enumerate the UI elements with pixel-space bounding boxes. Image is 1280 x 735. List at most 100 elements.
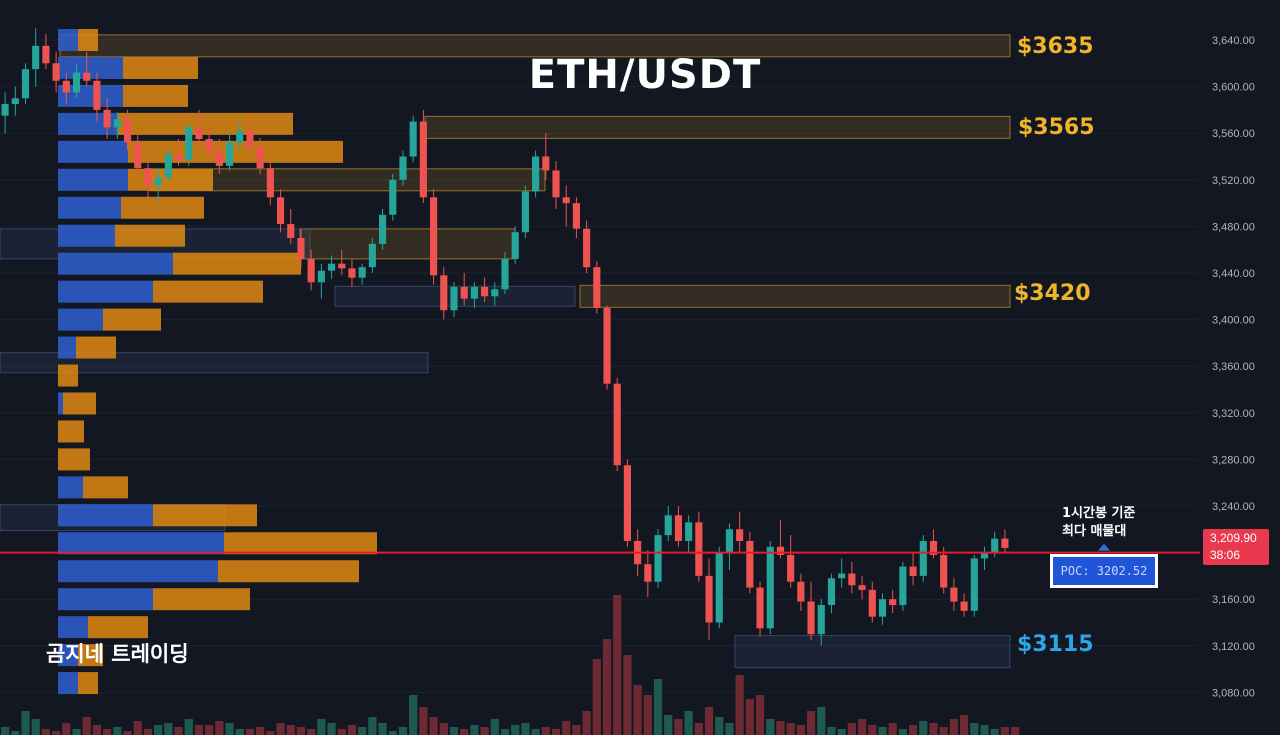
volume-bar bbox=[796, 725, 805, 735]
candle-body bbox=[899, 566, 907, 606]
profile-buy-bar bbox=[58, 672, 78, 695]
volume-bar bbox=[847, 723, 856, 735]
volume-bar bbox=[837, 729, 846, 735]
level-label-3420: $3420 bbox=[1014, 281, 1091, 306]
poc-note-line1: 1시간봉 기준 bbox=[1062, 506, 1136, 521]
candle-body bbox=[409, 121, 417, 157]
candle-body bbox=[287, 224, 295, 239]
volume-bar bbox=[154, 725, 163, 735]
volume-bar bbox=[500, 729, 510, 735]
candle-body bbox=[11, 98, 19, 105]
candle-body bbox=[225, 142, 234, 166]
volume-bar bbox=[694, 723, 703, 735]
price-tick-label: 3,120.00 bbox=[1212, 641, 1255, 653]
volume-bar bbox=[266, 731, 275, 735]
volume-bar bbox=[704, 707, 714, 735]
candle-body bbox=[276, 197, 285, 225]
price-tick-label: 3,440.00 bbox=[1212, 268, 1255, 280]
candle-body bbox=[297, 238, 305, 260]
volume-bar bbox=[1000, 727, 1009, 735]
poc-marker bbox=[1098, 543, 1110, 551]
volume-bar bbox=[745, 699, 754, 735]
volume-bar bbox=[1, 727, 10, 735]
volume-bar bbox=[725, 723, 734, 735]
candle-body bbox=[174, 154, 183, 160]
volume-bar bbox=[429, 717, 438, 735]
profile-buy-bar bbox=[58, 476, 83, 499]
level-label-3635: $3635 bbox=[1017, 34, 1094, 59]
candle-body bbox=[195, 127, 203, 140]
volume-bar bbox=[31, 719, 40, 735]
volume-bar bbox=[378, 723, 387, 735]
candle-countdown: 38:06 bbox=[1210, 548, 1241, 562]
candle-body bbox=[470, 286, 478, 299]
volume-bar bbox=[21, 711, 30, 735]
profile-buy-bar bbox=[58, 616, 88, 639]
volume-bar bbox=[337, 729, 346, 735]
volume-bar bbox=[592, 659, 601, 735]
candle-body bbox=[52, 63, 60, 81]
volume-bar bbox=[735, 675, 744, 735]
candle-body bbox=[664, 515, 672, 536]
volume-bar bbox=[235, 729, 244, 735]
candle-body bbox=[980, 552, 989, 559]
candle-body bbox=[736, 529, 744, 541]
poc-note: 1시간봉 기준 최다 매물대 bbox=[1062, 505, 1182, 541]
price-tick-label: 3,600.00 bbox=[1212, 82, 1255, 94]
candle-body bbox=[266, 168, 274, 198]
volume-bar bbox=[1011, 727, 1020, 735]
price-tick-label: 3,400.00 bbox=[1212, 315, 1255, 327]
volume-bar bbox=[296, 727, 306, 735]
volume-bar bbox=[245, 729, 255, 735]
profile-buy-bar bbox=[58, 308, 103, 331]
profile-buy-bar bbox=[58, 392, 63, 415]
candle-body bbox=[695, 522, 703, 576]
price-tick-label: 3,640.00 bbox=[1212, 35, 1255, 47]
profile-buy-bar bbox=[58, 140, 128, 163]
candle-body bbox=[256, 147, 264, 169]
candle-body bbox=[654, 535, 662, 582]
candle-body bbox=[379, 214, 387, 244]
volume-bar bbox=[827, 727, 836, 735]
profile-buy-bar bbox=[58, 224, 115, 247]
candle-body bbox=[307, 259, 315, 283]
candle-body bbox=[103, 109, 111, 128]
volume-bar bbox=[123, 731, 132, 735]
price-tick-label: 3,320.00 bbox=[1212, 408, 1255, 420]
watermark: 곰지네 트레이딩 bbox=[46, 642, 189, 666]
candle-body bbox=[72, 72, 81, 93]
candle-body bbox=[399, 156, 407, 180]
volume-bar bbox=[62, 723, 71, 735]
poc-note-line2: 최다 매물대 bbox=[1062, 524, 1127, 539]
candle-body bbox=[532, 156, 540, 192]
candle-body bbox=[460, 286, 468, 299]
candle-body bbox=[919, 540, 927, 576]
volume-bar bbox=[225, 723, 234, 735]
volume-bar bbox=[72, 729, 81, 735]
candle-body bbox=[185, 127, 193, 160]
volume-bar bbox=[664, 715, 673, 735]
volume-bar bbox=[572, 725, 581, 735]
candle-body bbox=[797, 581, 805, 602]
profile-sell-bar bbox=[173, 252, 301, 275]
candle-body bbox=[838, 573, 846, 579]
candle-body bbox=[960, 601, 968, 611]
volume-bar bbox=[327, 723, 336, 735]
volume-bar bbox=[959, 715, 969, 735]
candle-body bbox=[970, 558, 978, 611]
volume-bar bbox=[541, 727, 550, 735]
candle-body bbox=[746, 540, 754, 588]
candle-body bbox=[440, 275, 448, 311]
candle-body bbox=[134, 142, 142, 169]
volume-bar bbox=[194, 725, 204, 735]
candle-body bbox=[501, 259, 509, 290]
profile-buy-bar bbox=[58, 336, 76, 359]
volume-bar bbox=[419, 707, 428, 735]
volume-bar bbox=[531, 729, 540, 735]
current-price: 3,209.90 bbox=[1210, 531, 1257, 545]
candle-body bbox=[705, 575, 713, 623]
price-tick-label: 3,480.00 bbox=[1212, 221, 1255, 233]
volume-bar bbox=[449, 727, 459, 735]
candle-body bbox=[327, 263, 336, 271]
